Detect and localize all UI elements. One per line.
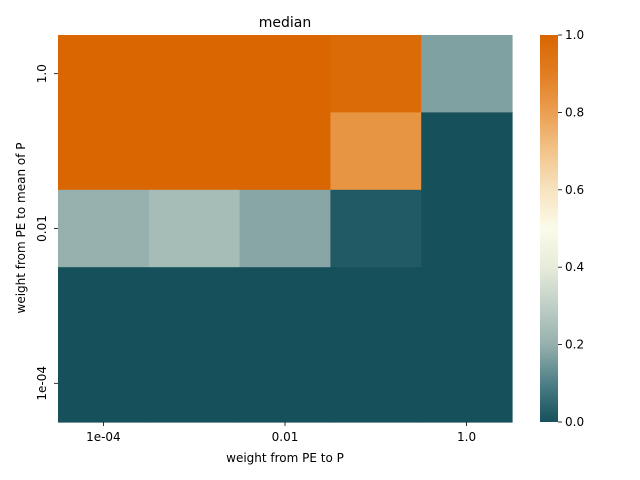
colorbar — [540, 35, 558, 422]
colorbar-tick-label: 0.4 — [565, 260, 584, 274]
y-tick-label: 0.01 — [35, 215, 49, 242]
heatmap-cell — [58, 189, 150, 268]
y-tick-label: 1.0 — [35, 64, 49, 83]
heatmap-cell — [421, 112, 513, 191]
heatmap-cell — [421, 267, 513, 346]
heatmap-cell — [148, 35, 241, 113]
colorbar-tick-label: 0.8 — [565, 105, 584, 119]
heatmap-cell — [58, 267, 150, 346]
heatmap-cell — [148, 344, 241, 423]
x-tick-label: 1e-04 — [86, 430, 121, 444]
heatmap-cell — [239, 35, 331, 113]
heatmap-cells — [58, 35, 513, 423]
heatmap-cell — [239, 267, 331, 346]
heatmap-cell — [330, 112, 422, 191]
heatmap-cell — [58, 35, 150, 113]
heatmap-cell — [58, 344, 150, 423]
heatmap-cell — [239, 189, 331, 268]
heatmap-cell — [148, 112, 241, 191]
heatmap-cell — [239, 344, 331, 423]
colorbar-tick-label: 0.0 — [565, 415, 584, 429]
heatmap-cell — [58, 112, 150, 191]
y-axis-label: weight from PE to mean of P — [14, 143, 28, 314]
heatmap-cell — [239, 112, 331, 191]
heatmap-cell — [421, 344, 513, 423]
x-tick-label: 0.01 — [272, 430, 299, 444]
heatmap-cell — [330, 344, 422, 423]
colorbar-ticks: 0.0 0.2 0.4 0.6 0.8 1.0 — [558, 28, 584, 429]
heatmap-cell — [330, 35, 422, 113]
x-tick-label: 1.0 — [457, 430, 476, 444]
y-axis-ticks: 1.0 0.01 1e-04 — [35, 64, 58, 401]
y-tick-label: 1e-04 — [35, 366, 49, 401]
chart-title: median — [259, 15, 311, 31]
heatmap-cell — [421, 189, 513, 268]
heatmap-cell — [148, 267, 241, 346]
colorbar-tick-label: 1.0 — [565, 28, 584, 42]
heatmap-cell — [330, 267, 422, 346]
heatmap-cell — [148, 189, 241, 268]
heatmap-cell — [421, 35, 513, 113]
colorbar-tick-label: 0.6 — [565, 183, 584, 197]
colorbar-tick-label: 0.2 — [565, 338, 584, 352]
x-axis-ticks: 1e-04 0.01 1.0 — [86, 422, 476, 444]
heatmap-cell — [330, 189, 422, 268]
x-axis-label: weight from PE to P — [226, 451, 344, 465]
